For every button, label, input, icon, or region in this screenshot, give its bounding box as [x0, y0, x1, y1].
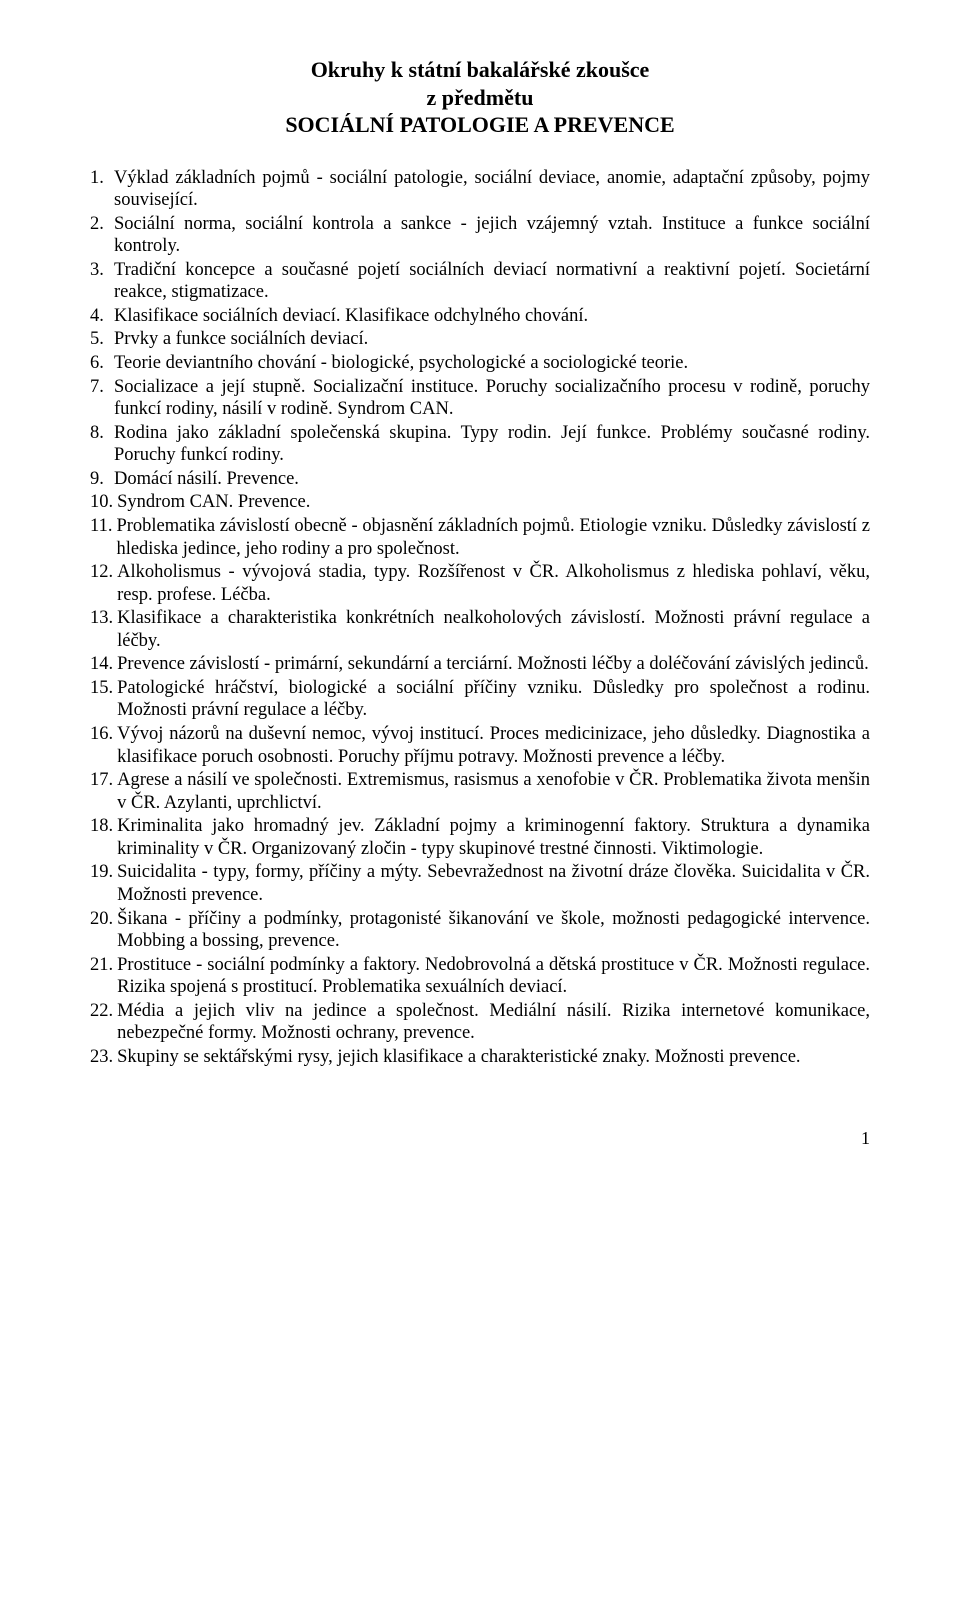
list-item: 14.Prevence závislostí - primární, sekun… — [90, 653, 870, 676]
list-item: 4.Klasifikace sociálních deviací. Klasif… — [90, 305, 870, 328]
list-item-number: 14. — [90, 653, 117, 676]
title-line-1: Okruhy k státní bakalářské zkoušce — [90, 56, 870, 84]
list-item: 16.Vývoj názorů na duševní nemoc, vývoj … — [90, 723, 870, 768]
list-item: 17.Agrese a násilí ve společnosti. Extre… — [90, 769, 870, 814]
list-item-text: Syndrom CAN. Prevence. — [117, 491, 870, 514]
list-item: 5.Prvky a funkce sociálních deviací. — [90, 328, 870, 351]
list-item-number: 19. — [90, 861, 117, 906]
list-item-number: 11. — [90, 515, 116, 560]
topics-list: 1.Výklad základních pojmů - sociální pat… — [90, 167, 870, 1069]
list-item: 6.Teorie deviantního chování - biologick… — [90, 352, 870, 375]
list-item-number: 13. — [90, 607, 117, 652]
list-item-text: Prostituce - sociální podmínky a faktory… — [117, 954, 870, 999]
list-item-number: 8. — [90, 422, 114, 467]
list-item-number: 5. — [90, 328, 114, 351]
list-item-number: 10. — [90, 491, 117, 514]
list-item: 19.Suicidalita - typy, formy, příčiny a … — [90, 861, 870, 906]
list-item-number: 16. — [90, 723, 117, 768]
list-item-text: Prevence závislostí - primární, sekundár… — [117, 653, 870, 676]
list-item: 7.Socializace a její stupně. Socializačn… — [90, 376, 870, 421]
list-item: 15.Patologické hráčství, biologické a so… — [90, 677, 870, 722]
title-line-2: z předmětu — [90, 84, 870, 112]
list-item: 11.Problematika závislostí obecně - obja… — [90, 515, 870, 560]
title-line-3: SOCIÁLNÍ PATOLOGIE A PREVENCE — [90, 111, 870, 139]
list-item-text: Vývoj názorů na duševní nemoc, vývoj ins… — [117, 723, 870, 768]
list-item-number: 21. — [90, 954, 117, 999]
list-item: 21.Prostituce - sociální podmínky a fakt… — [90, 954, 870, 999]
list-item-number: 15. — [90, 677, 117, 722]
list-item-text: Sociální norma, sociální kontrola a sank… — [114, 213, 870, 258]
list-item: 12.Alkoholismus - vývojová stadia, typy.… — [90, 561, 870, 606]
list-item-number: 20. — [90, 908, 117, 953]
list-item-text: Klasifikace a charakteristika konkrétníc… — [117, 607, 870, 652]
list-item: 23.Skupiny se sektářskými rysy, jejich k… — [90, 1046, 870, 1069]
document-title: Okruhy k státní bakalářské zkoušce z pře… — [90, 56, 870, 139]
list-item-number: 9. — [90, 468, 114, 491]
list-item-text: Šikana - příčiny a podmínky, protagonist… — [117, 908, 870, 953]
list-item: 22.Média a jejich vliv na jedince a spol… — [90, 1000, 870, 1045]
list-item: 18.Kriminalita jako hromadný jev. Základ… — [90, 815, 870, 860]
list-item-number: 4. — [90, 305, 114, 328]
list-item: 13.Klasifikace a charakteristika konkrét… — [90, 607, 870, 652]
list-item-number: 22. — [90, 1000, 117, 1045]
list-item-text: Socializace a její stupně. Socializační … — [114, 376, 870, 421]
list-item-text: Alkoholismus - vývojová stadia, typy. Ro… — [117, 561, 870, 606]
list-item-number: 1. — [90, 167, 114, 212]
list-item-text: Domácí násilí. Prevence. — [114, 468, 870, 491]
list-item-number: 6. — [90, 352, 114, 375]
list-item-number: 12. — [90, 561, 117, 606]
list-item-text: Klasifikace sociálních deviací. Klasifik… — [114, 305, 870, 328]
page-number: 1 — [90, 1128, 870, 1149]
list-item: 8.Rodina jako základní společenská skupi… — [90, 422, 870, 467]
list-item-text: Rodina jako základní společenská skupina… — [114, 422, 870, 467]
list-item-text: Média a jejich vliv na jedince a společn… — [117, 1000, 870, 1045]
list-item-number: 7. — [90, 376, 114, 421]
list-item-number: 2. — [90, 213, 114, 258]
list-item-number: 18. — [90, 815, 117, 860]
list-item-text: Suicidalita - typy, formy, příčiny a mýt… — [117, 861, 870, 906]
list-item: 10.Syndrom CAN. Prevence. — [90, 491, 870, 514]
list-item-text: Problematika závislostí obecně - objasně… — [116, 515, 870, 560]
list-item: 1.Výklad základních pojmů - sociální pat… — [90, 167, 870, 212]
list-item-text: Teorie deviantního chování - biologické,… — [114, 352, 870, 375]
list-item-text: Skupiny se sektářskými rysy, jejich klas… — [117, 1046, 870, 1069]
list-item: 2.Sociální norma, sociální kontrola a sa… — [90, 213, 870, 258]
list-item-number: 17. — [90, 769, 117, 814]
list-item-text: Výklad základních pojmů - sociální patol… — [114, 167, 870, 212]
list-item-number: 23. — [90, 1046, 117, 1069]
list-item-text: Agrese a násilí ve společnosti. Extremis… — [117, 769, 870, 814]
list-item: 20.Šikana - příčiny a podmínky, protagon… — [90, 908, 870, 953]
list-item-text: Kriminalita jako hromadný jev. Základní … — [117, 815, 870, 860]
list-item: 9.Domácí násilí. Prevence. — [90, 468, 870, 491]
list-item-text: Prvky a funkce sociálních deviací. — [114, 328, 870, 351]
list-item-number: 3. — [90, 259, 114, 304]
list-item-text: Tradiční koncepce a současné pojetí soci… — [114, 259, 870, 304]
list-item-text: Patologické hráčství, biologické a sociá… — [117, 677, 870, 722]
list-item: 3.Tradiční koncepce a současné pojetí so… — [90, 259, 870, 304]
